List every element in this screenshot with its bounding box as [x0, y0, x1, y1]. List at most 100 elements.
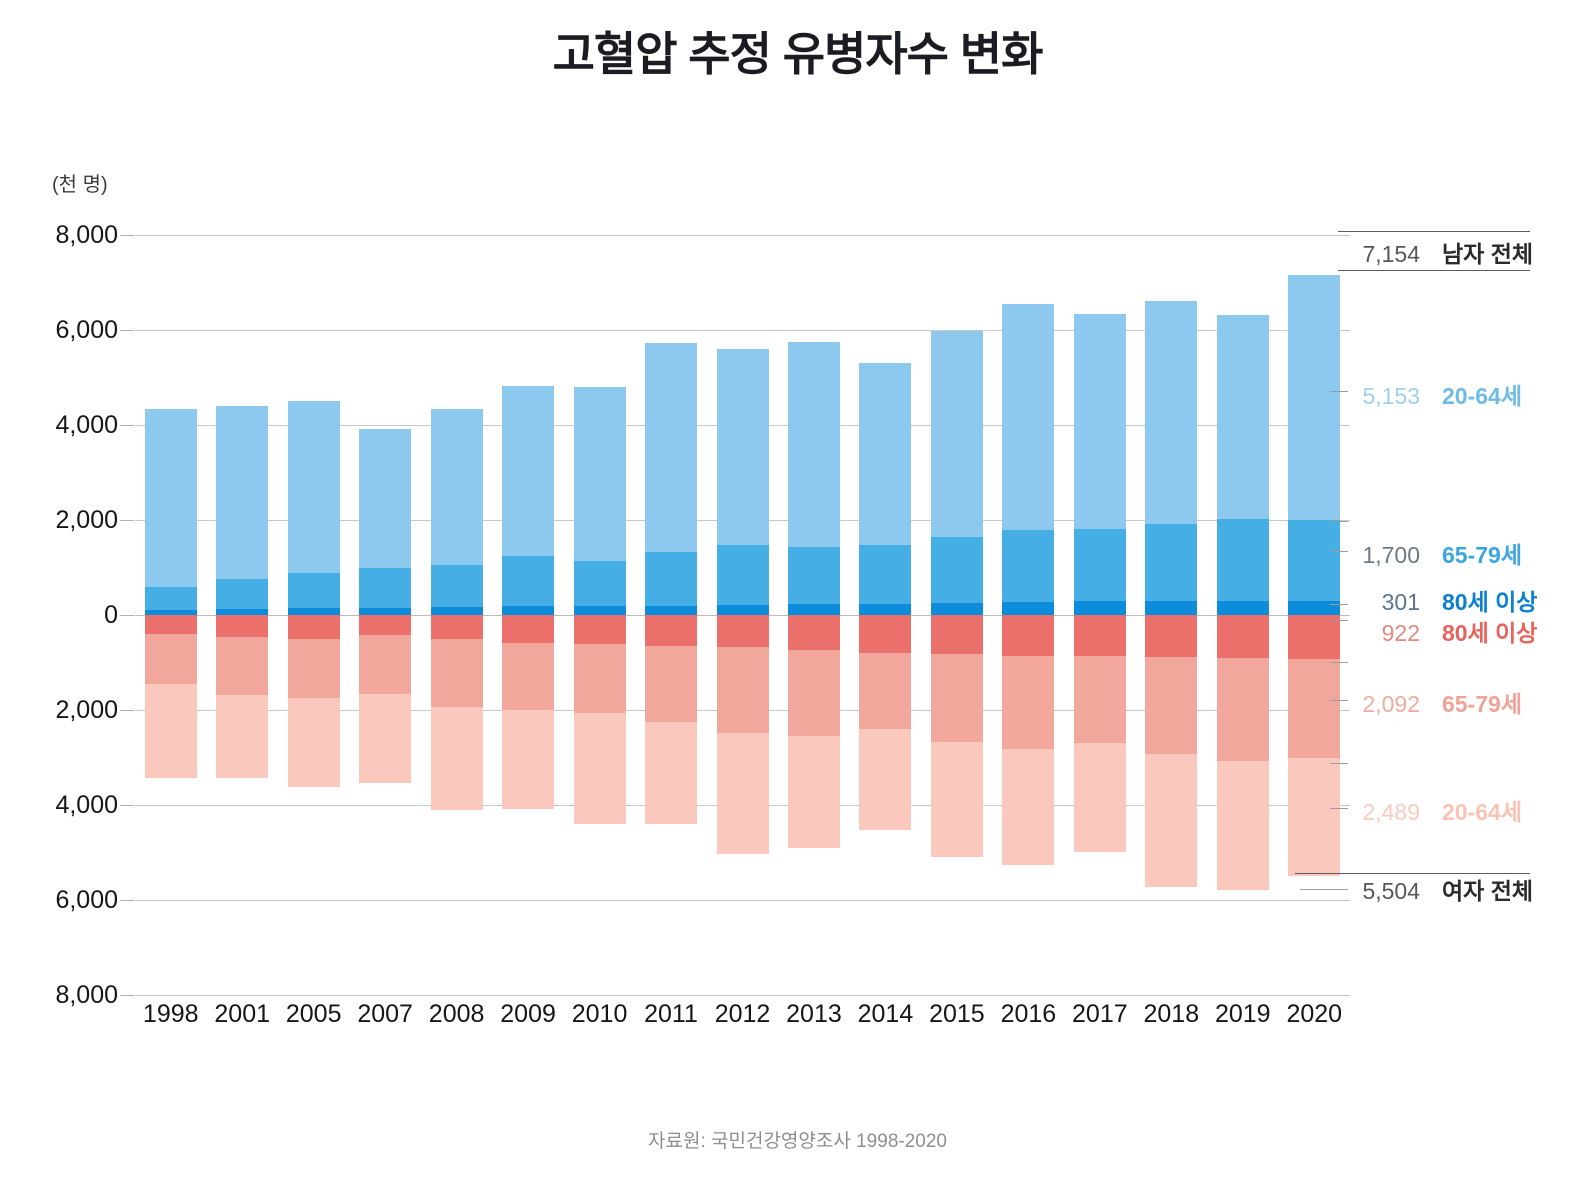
bar-segment[interactable]	[573, 712, 626, 825]
bar-segment[interactable]	[573, 643, 626, 713]
bar-segment[interactable]	[787, 735, 840, 849]
bar-column[interactable]	[1216, 225, 1269, 985]
bar-segment[interactable]	[787, 547, 840, 605]
bar-segment[interactable]	[930, 330, 983, 537]
bar-segment[interactable]	[1073, 656, 1126, 743]
bar-segment[interactable]	[716, 732, 769, 854]
bar-segment[interactable]	[144, 610, 197, 615]
bar-segment[interactable]	[144, 587, 197, 611]
bar-segment[interactable]	[216, 609, 269, 615]
bar-column[interactable]	[573, 225, 626, 985]
bar-segment[interactable]	[1216, 615, 1269, 658]
bar-segment[interactable]	[144, 409, 197, 588]
bar-segment[interactable]	[1002, 602, 1055, 615]
bar-segment[interactable]	[787, 604, 840, 615]
bar-segment[interactable]	[1216, 315, 1269, 519]
bar-segment[interactable]	[430, 564, 483, 608]
bar-column[interactable]	[430, 225, 483, 985]
bar-segment[interactable]	[787, 342, 840, 548]
bar-column[interactable]	[1288, 225, 1341, 985]
bar-segment[interactable]	[573, 387, 626, 561]
bar-column[interactable]	[787, 225, 840, 985]
bar-segment[interactable]	[645, 646, 698, 723]
bar-segment[interactable]	[144, 615, 197, 634]
bar-segment[interactable]	[502, 385, 555, 556]
bar-segment[interactable]	[645, 605, 698, 615]
bar-segment[interactable]	[359, 567, 412, 608]
bar-column[interactable]	[359, 225, 412, 985]
bar-segment[interactable]	[930, 654, 983, 743]
bar-segment[interactable]	[859, 615, 912, 653]
bar-segment[interactable]	[1002, 529, 1055, 603]
bar-column[interactable]	[716, 225, 769, 985]
bar-segment[interactable]	[430, 707, 483, 810]
bar-column[interactable]	[930, 225, 983, 985]
bar-segment[interactable]	[1145, 753, 1198, 887]
bar-column[interactable]	[645, 225, 698, 985]
bar-segment[interactable]	[287, 638, 340, 698]
bar-segment[interactable]	[430, 409, 483, 565]
bar-segment[interactable]	[216, 579, 269, 610]
bar-segment[interactable]	[502, 555, 555, 607]
bar-column[interactable]	[859, 225, 912, 985]
bar-segment[interactable]	[1002, 748, 1055, 865]
bar-segment[interactable]	[859, 362, 912, 546]
bar-segment[interactable]	[144, 634, 197, 684]
bar-segment[interactable]	[1073, 615, 1126, 657]
bar-segment[interactable]	[930, 615, 983, 655]
bar-segment[interactable]	[1145, 656, 1198, 754]
bar-segment[interactable]	[787, 615, 840, 651]
bar-segment[interactable]	[1288, 758, 1341, 877]
bar-column[interactable]	[1145, 225, 1198, 985]
bar-segment[interactable]	[716, 646, 769, 733]
bar-column[interactable]	[1002, 225, 1055, 985]
bar-segment[interactable]	[930, 536, 983, 604]
bar-column[interactable]	[1073, 225, 1126, 985]
bar-segment[interactable]	[216, 405, 269, 580]
bar-segment[interactable]	[1002, 303, 1055, 530]
bar-segment[interactable]	[1288, 275, 1341, 520]
bar-segment[interactable]	[645, 615, 698, 647]
bar-segment[interactable]	[287, 607, 340, 615]
bar-segment[interactable]	[716, 349, 769, 546]
bar-segment[interactable]	[1145, 615, 1198, 657]
bar-segment[interactable]	[859, 545, 912, 604]
bar-segment[interactable]	[287, 401, 340, 574]
bar-segment[interactable]	[716, 604, 769, 615]
bar-segment[interactable]	[502, 606, 555, 615]
bar-segment[interactable]	[1216, 761, 1269, 891]
bar-segment[interactable]	[1288, 600, 1341, 615]
bar-column[interactable]	[502, 225, 555, 985]
bar-segment[interactable]	[1145, 601, 1198, 615]
bar-segment[interactable]	[1002, 615, 1055, 656]
bar-segment[interactable]	[573, 606, 626, 615]
bar-segment[interactable]	[502, 615, 555, 643]
bar-segment[interactable]	[430, 615, 483, 639]
bar-segment[interactable]	[430, 638, 483, 708]
bar-segment[interactable]	[573, 615, 626, 644]
bar-segment[interactable]	[216, 615, 269, 637]
bar-segment[interactable]	[1288, 658, 1341, 759]
bar-segment[interactable]	[1288, 615, 1341, 659]
bar-segment[interactable]	[216, 636, 269, 696]
bar-column[interactable]	[144, 225, 197, 985]
bar-segment[interactable]	[1216, 600, 1269, 615]
bar-column[interactable]	[287, 225, 340, 985]
bar-segment[interactable]	[716, 615, 769, 647]
bar-segment[interactable]	[287, 697, 340, 788]
bar-segment[interactable]	[502, 642, 555, 711]
bar-column[interactable]	[216, 225, 269, 985]
bar-segment[interactable]	[1288, 519, 1341, 601]
bar-segment[interactable]	[359, 635, 412, 694]
bar-segment[interactable]	[1145, 523, 1198, 602]
bar-segment[interactable]	[573, 560, 626, 607]
bar-segment[interactable]	[859, 603, 912, 615]
bar-segment[interactable]	[859, 729, 912, 831]
bar-segment[interactable]	[1216, 518, 1269, 601]
bar-segment[interactable]	[359, 693, 412, 784]
bar-segment[interactable]	[1073, 601, 1126, 615]
bar-segment[interactable]	[287, 573, 340, 608]
bar-segment[interactable]	[645, 551, 698, 606]
bar-segment[interactable]	[144, 683, 197, 779]
bar-segment[interactable]	[216, 695, 269, 778]
